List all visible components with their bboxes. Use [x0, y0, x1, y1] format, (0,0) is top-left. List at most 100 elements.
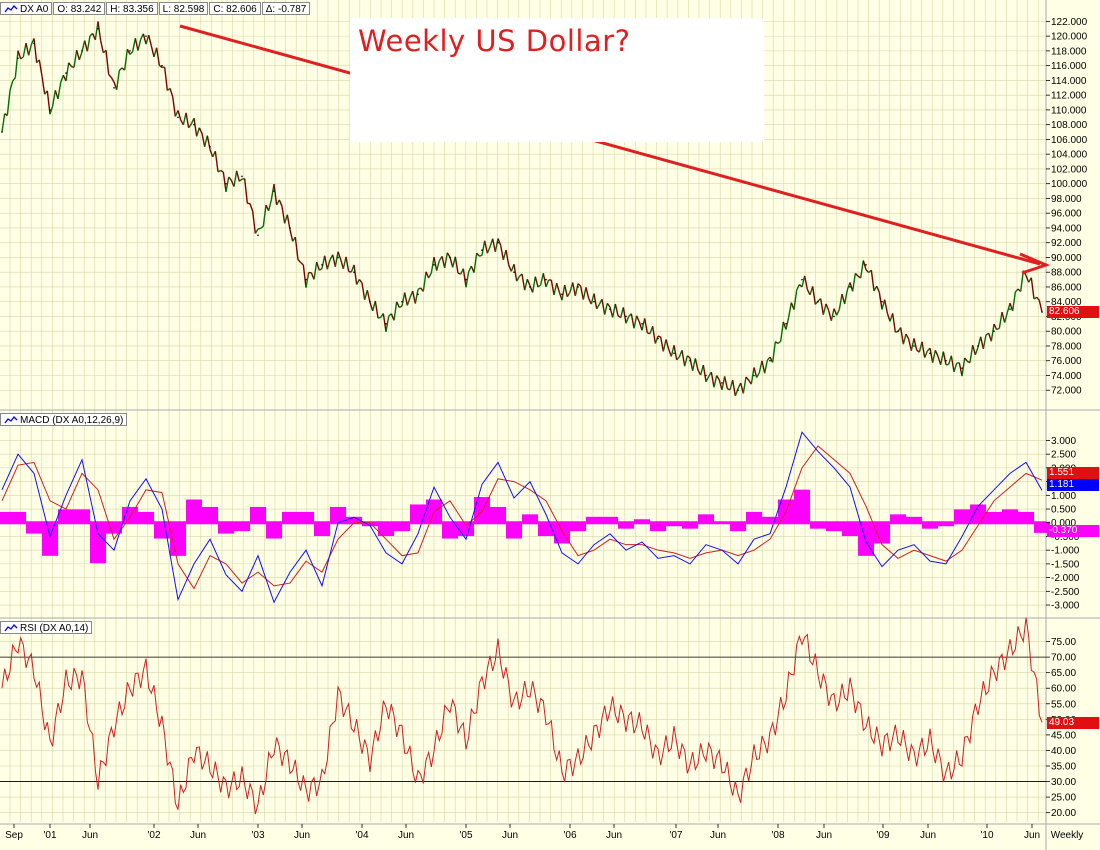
price-segment — [694, 358, 699, 371]
price-point — [673, 352, 675, 355]
price-segment — [571, 282, 577, 297]
price-segment — [796, 284, 800, 291]
low-value: L: 82.598 — [158, 2, 209, 15]
macd-histogram-bar — [266, 521, 282, 539]
price-segment — [33, 38, 38, 63]
price-segment — [803, 275, 809, 290]
price-segment — [326, 259, 331, 270]
price-segment — [862, 260, 867, 270]
price-segment — [68, 62, 72, 67]
price-point — [81, 50, 83, 52]
price-segment — [446, 252, 451, 258]
price-segment — [836, 309, 840, 316]
macd-label-box[interactable]: MACD (DX A0,12,26,9) — [0, 413, 128, 426]
price-segment — [449, 257, 454, 268]
price-segment — [574, 283, 579, 297]
symbol-box[interactable]: DX A0 — [0, 2, 53, 15]
x-axis: Sep '01 Jun '02 Jun '03 Jun '04 Jun '05 Jun '06 Jun '… — [5, 824, 1083, 841]
rsi-tick-label: 45.00 — [1051, 730, 1076, 741]
price-segment — [662, 339, 667, 352]
price-segment — [921, 341, 926, 358]
price-segment — [60, 74, 64, 83]
price-segment — [497, 238, 502, 246]
price-segment — [705, 376, 710, 383]
price-segment — [526, 278, 531, 287]
price-segment — [534, 276, 539, 288]
price-segment — [566, 291, 571, 298]
macd-histogram-bar — [698, 514, 714, 524]
price-point — [929, 352, 931, 355]
price-segment — [433, 256, 438, 271]
price-segment — [313, 262, 318, 280]
price-segment — [337, 251, 342, 260]
macd-histogram-bar — [74, 509, 90, 524]
price-point — [593, 300, 595, 303]
price-point — [289, 227, 291, 229]
price-segment — [483, 240, 489, 254]
macd-tick-label: -2.500 — [1051, 587, 1080, 598]
price-segment — [382, 313, 387, 332]
price-segment — [345, 256, 350, 272]
x-tick-label: Jun — [294, 830, 310, 841]
price-segment — [702, 364, 707, 382]
price-segment — [182, 112, 187, 125]
price-segment — [481, 240, 486, 256]
price-segment — [9, 80, 14, 91]
rsi-tick-label: 20.00 — [1051, 808, 1076, 819]
price-point — [881, 300, 883, 303]
macd-tick-label: 1.000 — [1051, 491, 1076, 502]
price-segment — [249, 203, 254, 212]
price-segment — [942, 351, 947, 365]
price-segment — [411, 290, 417, 304]
x-tick-label: '04 — [355, 830, 368, 841]
price-segment — [235, 170, 241, 182]
macd-tick-label: -3.000 — [1051, 601, 1080, 612]
price-tick-label: 94.000 — [1051, 223, 1082, 234]
price-point — [417, 293, 419, 296]
price-segment — [494, 238, 499, 253]
rsi-value-tag: 49.03 — [1047, 717, 1099, 729]
price-segment — [499, 245, 505, 261]
price-point — [865, 264, 867, 266]
price-segment — [907, 338, 913, 351]
macd-histogram-bar — [42, 521, 58, 556]
price-segment — [876, 285, 880, 293]
price-point — [913, 345, 915, 347]
price-segment — [950, 355, 955, 372]
price-segment — [502, 249, 507, 261]
x-tick-label: Jun — [920, 830, 936, 841]
price-tick-label: 120.000 — [1051, 32, 1088, 43]
price-segment — [1006, 302, 1011, 313]
rsi-panel — [0, 617, 1046, 815]
price-tick-label: 80.000 — [1051, 327, 1082, 338]
price-segment — [787, 302, 793, 318]
macd-histogram-bar — [586, 516, 602, 524]
price-segment — [854, 272, 859, 277]
price-point — [817, 300, 819, 303]
macd-histogram-bar — [522, 514, 538, 524]
macd-histogram-bar — [0, 511, 10, 524]
price-segment — [934, 349, 939, 357]
price-point — [897, 330, 899, 333]
price-segment — [902, 333, 907, 345]
price-segment — [924, 350, 928, 358]
price-segment — [393, 301, 398, 321]
price-segment — [723, 376, 729, 389]
price-segment — [238, 178, 243, 182]
x-tick-label: Jun — [816, 830, 832, 841]
price-segment — [1003, 312, 1009, 323]
rsi-label-box[interactable]: RSI (DX A0,14) — [0, 621, 93, 634]
price-point — [753, 374, 755, 377]
macd-histogram-bar — [874, 521, 890, 544]
price-segment — [214, 151, 219, 172]
price-segment — [979, 336, 985, 350]
change-value: Δ: -0.787 — [261, 2, 311, 15]
price-segment — [683, 355, 689, 367]
price-point — [385, 323, 387, 325]
price-segment — [401, 292, 406, 307]
x-tick-label: Jun — [82, 830, 98, 841]
price-segment — [638, 321, 643, 331]
macd-histogram-bar — [746, 511, 762, 524]
price-point — [209, 145, 211, 148]
price-point — [33, 42, 35, 45]
